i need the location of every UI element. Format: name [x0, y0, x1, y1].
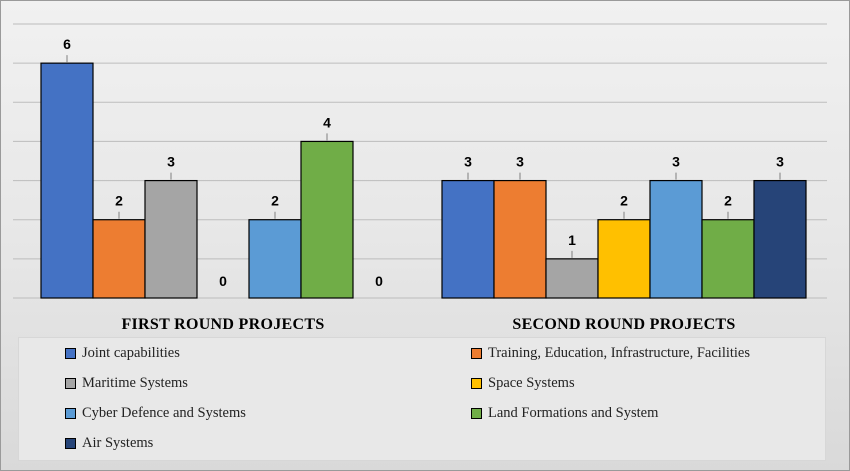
- bar: [649, 179, 703, 299]
- bar: [144, 179, 198, 299]
- legend-item-cyber-defence: Cyber Defence and Systems: [65, 403, 246, 423]
- bar: [248, 219, 302, 299]
- legend-item-space-systems: Space Systems: [471, 373, 575, 393]
- legend-swatch: [65, 437, 76, 449]
- legend-item-joint-capabilities: Joint capabilities: [65, 343, 180, 363]
- legend-label: Land Formations and System: [488, 404, 659, 421]
- legend-label: Training, Education, Infrastructure, Fac…: [488, 344, 751, 361]
- legend-label: Space Systems: [488, 374, 575, 391]
- bar: [92, 219, 146, 299]
- bar: [545, 258, 599, 299]
- bar: [597, 219, 651, 299]
- chart-plot: 6 2 3 0 2 4 0 FIRST ROUND PROJECTS 3 3 1 2 3 2 3 SECOND…: [13, 23, 827, 333]
- legend-label: Joint capabilities: [82, 344, 180, 361]
- data-label: 2: [724, 193, 732, 209]
- data-label: 0: [219, 273, 227, 289]
- data-label: 4: [323, 114, 331, 130]
- legend: Joint capabilities Training, Education, …: [18, 337, 826, 461]
- legend-swatch: [65, 377, 76, 389]
- data-label: 3: [672, 154, 680, 170]
- data-label: 1: [568, 232, 576, 248]
- bar: [493, 179, 547, 299]
- data-label: 2: [115, 193, 123, 209]
- data-label: 6: [63, 36, 71, 52]
- category-label: FIRST ROUND PROJECTS: [121, 316, 324, 333]
- legend-label: Air Systems: [82, 434, 154, 451]
- data-label: 3: [167, 154, 175, 170]
- legend-swatch: [65, 347, 76, 359]
- data-label: 3: [516, 154, 524, 170]
- legend-swatch: [471, 407, 482, 419]
- data-label: 2: [271, 193, 279, 209]
- bar: [441, 179, 495, 299]
- bar: [753, 179, 807, 299]
- bar: [40, 62, 94, 299]
- data-label: 3: [464, 154, 472, 170]
- legend-item-training: Training, Education, Infrastructure, Fac…: [471, 343, 750, 363]
- legend-item-air-systems: Air Systems: [65, 433, 153, 453]
- data-label: 0: [375, 273, 383, 289]
- category-label: SECOND ROUND PROJECTS: [512, 316, 735, 333]
- legend-swatch: [65, 407, 76, 419]
- legend-item-maritime-systems: Maritime Systems: [65, 373, 188, 393]
- legend-label: Maritime Systems: [82, 374, 188, 391]
- legend-label: Cyber Defence and Systems: [82, 404, 246, 421]
- legend-swatch: [471, 377, 482, 389]
- bar: [300, 140, 354, 299]
- bar: [701, 219, 755, 299]
- data-label: 3: [776, 154, 784, 170]
- legend-swatch: [471, 347, 482, 359]
- legend-item-land-formations: Land Formations and System: [471, 403, 658, 423]
- data-label: 2: [620, 193, 628, 209]
